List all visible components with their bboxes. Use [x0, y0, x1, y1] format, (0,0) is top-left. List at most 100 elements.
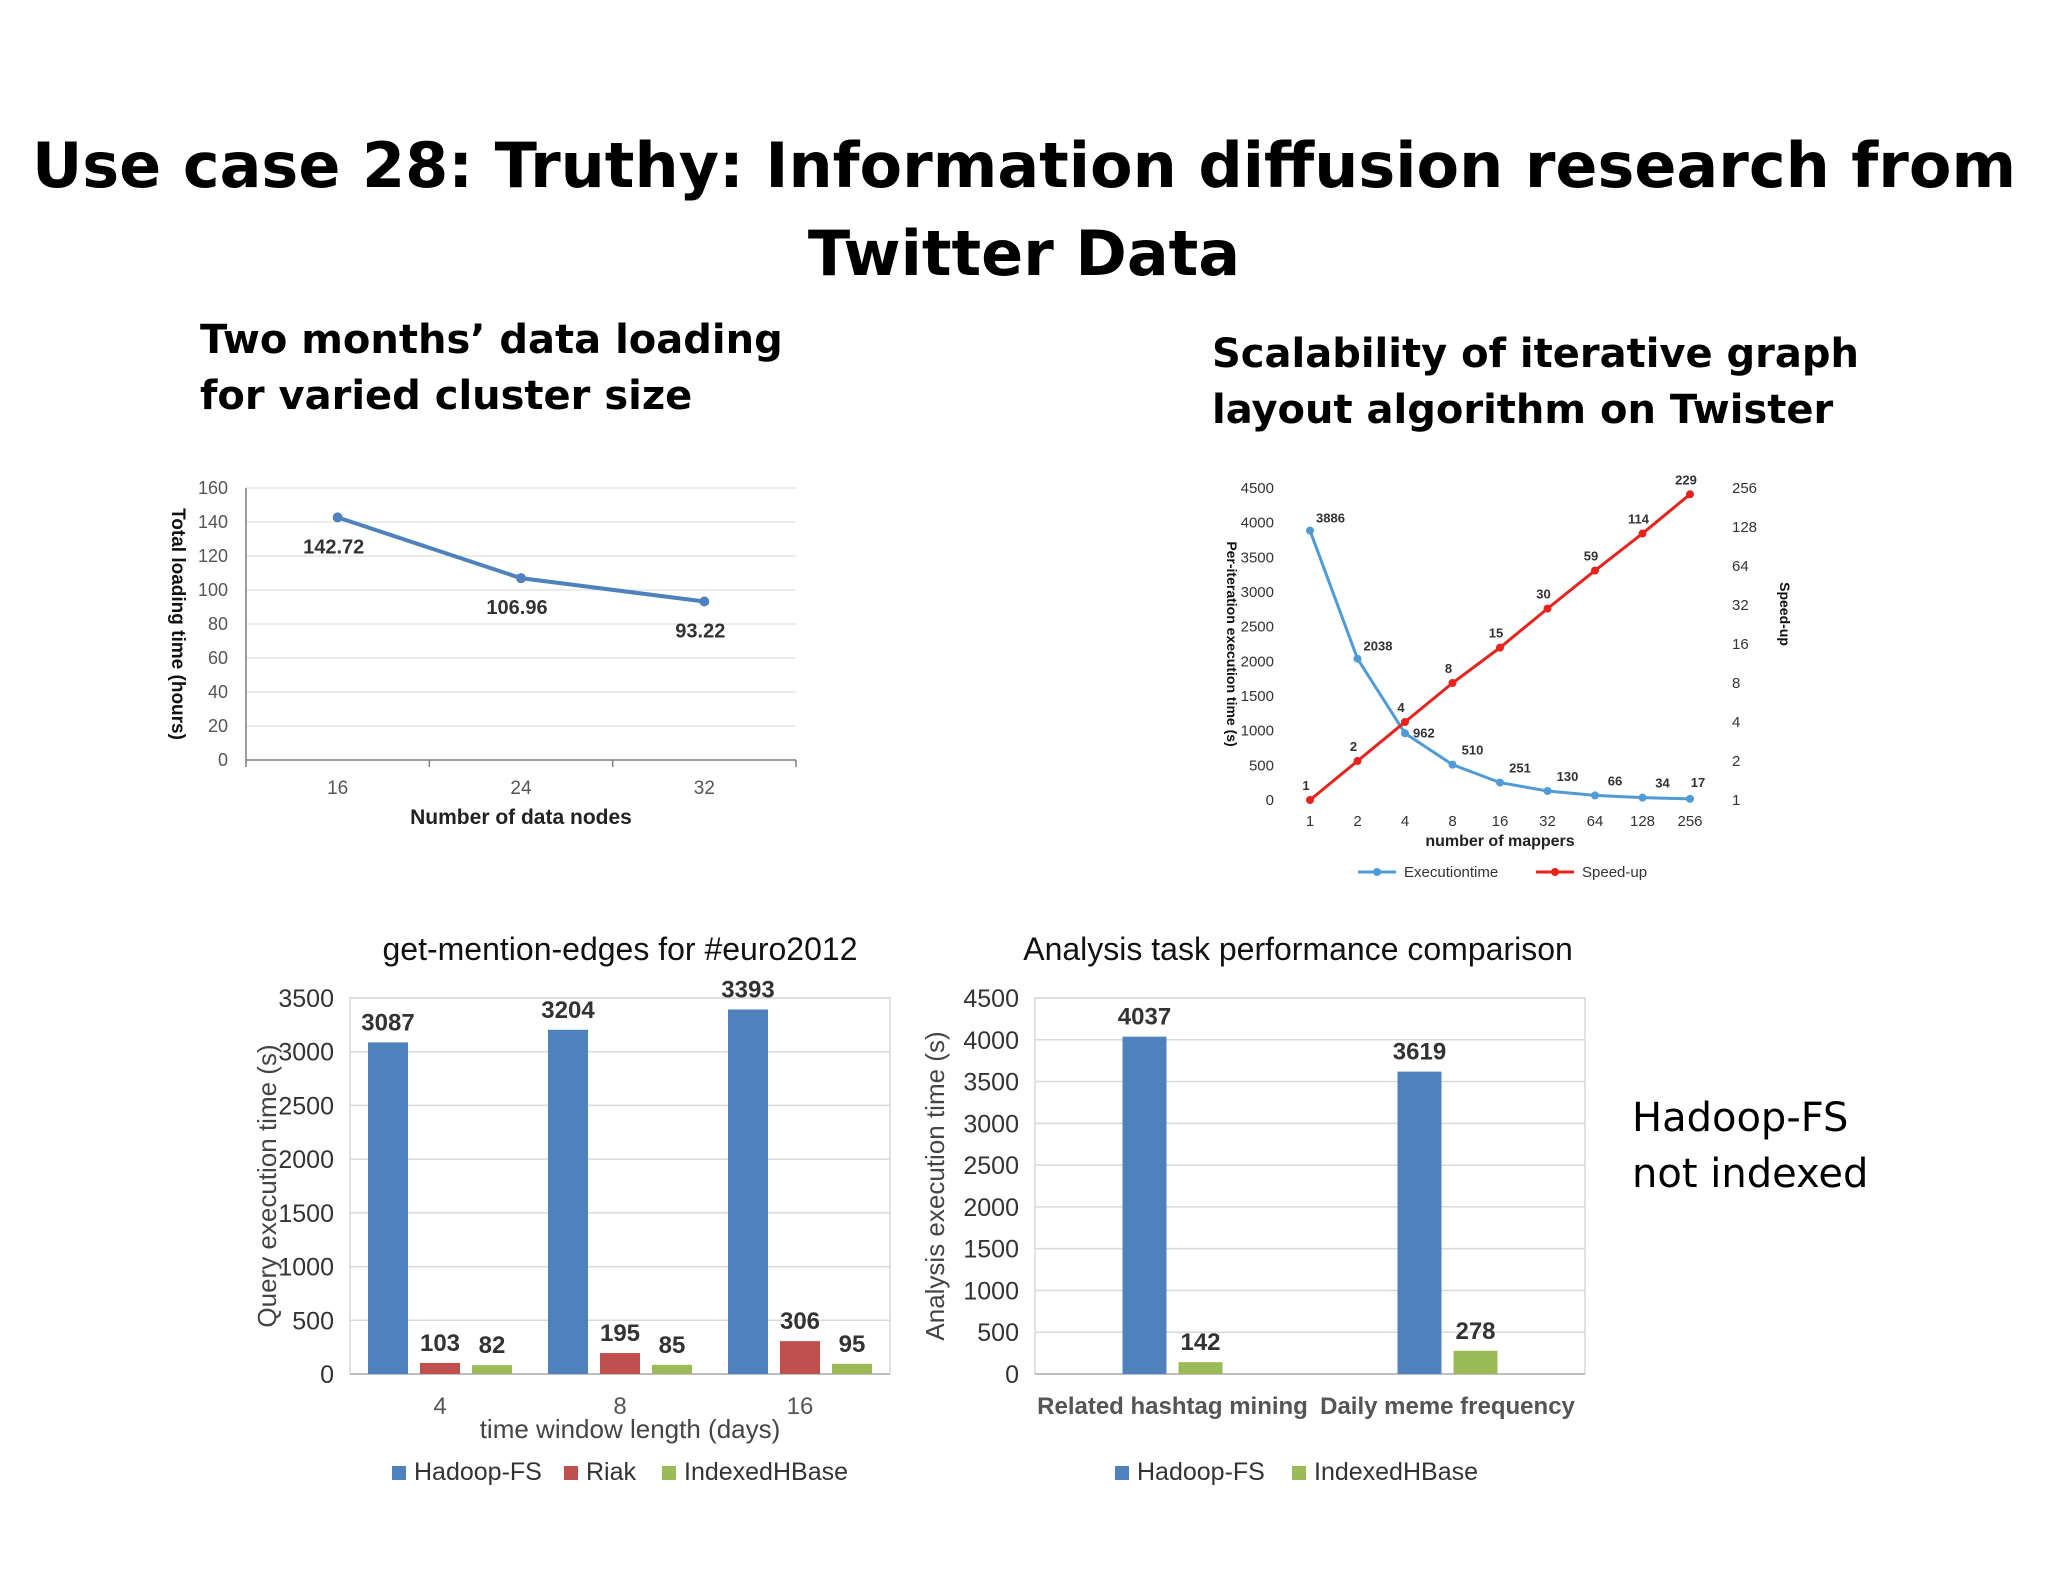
y-tick-label: 2500: [278, 1092, 334, 1120]
y-tick-label: 4500: [963, 985, 1019, 1013]
hadoop-note-line2: not indexed: [1632, 1151, 1869, 1197]
y-tick-label: 2000: [1241, 653, 1274, 670]
legend-swatch-hadoop-fs: [1115, 1466, 1129, 1480]
hadoop-note: Hadoop-FS not indexed: [1632, 1090, 1868, 1202]
bar-value-label: 3087: [361, 1009, 414, 1036]
y-tick-label: 1500: [963, 1236, 1019, 1264]
bar-value-label: 103: [420, 1330, 460, 1357]
bar-value-label: 195: [600, 1320, 640, 1347]
bar-indexedhbase: [832, 1363, 872, 1374]
bar-value-label: 82: [479, 1332, 506, 1359]
execution-time-point: [1401, 729, 1409, 738]
execution-time-point: [1686, 794, 1694, 803]
y-tick-label: 0: [1005, 1361, 1019, 1389]
y-tick-label: 3500: [963, 1069, 1019, 1097]
x-tick-label: 64: [1587, 813, 1604, 830]
legend-label-indexedhbase: IndexedHBase: [1314, 1458, 1478, 1486]
y-tick-label: 1500: [1241, 688, 1274, 705]
y-tick-label: 3500: [1241, 549, 1274, 566]
y2-tick-label: 8: [1732, 675, 1740, 692]
x-tick-label: Daily meme frequency: [1320, 1393, 1575, 1420]
speed-up-label: 15: [1489, 626, 1503, 641]
loading-time-chart: 0 20 40 60 80 100 120 140 160 16 24 32 142.72 106.96 9…: [167, 478, 797, 829]
bar-value-label: 95: [839, 1331, 866, 1358]
execution-time-label: 66: [1608, 773, 1622, 788]
chart-title: get-mention-edges for #euro2012: [383, 931, 858, 967]
execution-time-point: [1638, 793, 1647, 802]
legend-label-indexedhbase: IndexedHBase: [684, 1458, 848, 1486]
y-tick-label: 3000: [1241, 584, 1274, 601]
hadoop-note-line1: Hadoop-FS: [1632, 1095, 1849, 1141]
y2-tick-label: 64: [1732, 558, 1749, 575]
y-tick-label: 4500: [1241, 480, 1274, 497]
execution-time-label: 2038: [1364, 639, 1393, 654]
y2-axis-label: Speed-up: [1777, 582, 1793, 646]
y-tick-label: 2500: [963, 1152, 1019, 1180]
y-tick-label: 60: [208, 648, 228, 668]
bar-value-label: 85: [659, 1332, 686, 1359]
x-tick-label: 16: [787, 1393, 814, 1420]
y2-tick-label: 256: [1732, 480, 1757, 497]
execution-time-label: 34: [1655, 776, 1670, 791]
execution-time-label: 130: [1557, 769, 1579, 784]
y-tick-label: 500: [292, 1307, 334, 1335]
execution-time-point: [1496, 778, 1504, 787]
bar-indexedhbase: [652, 1364, 692, 1374]
slide-title-line1: Use case 28: Truthy: Information diffusi…: [31, 129, 2017, 202]
speed-up-label: 59: [1584, 549, 1598, 564]
y-tick-label: 1000: [1241, 723, 1274, 740]
x-tick-label: 24: [510, 778, 532, 799]
speed-up-label: 229: [1675, 472, 1697, 487]
bar-value-label: 3619: [1393, 1039, 1446, 1066]
y-tick-label: 120: [198, 546, 228, 566]
y-tick-label: 20: [208, 716, 228, 736]
y2-tick-label: 4: [1732, 714, 1740, 731]
subtitle-scalability-line1: Scalability of iterative graph: [1212, 331, 1860, 377]
x-tick-label: 2: [1353, 813, 1361, 830]
y-tick-label: 500: [977, 1319, 1019, 1347]
bar-indexedhbase: [472, 1365, 512, 1374]
execution-time-line: [1308, 530, 1691, 801]
y-tick-label: 1000: [278, 1254, 334, 1282]
y-axis-label: Analysis execution time (s): [920, 1031, 950, 1340]
y-tick-label: 4000: [1241, 515, 1274, 532]
speed-up-point: [1638, 529, 1647, 538]
speed-up-point: [1591, 566, 1599, 575]
legend-speed-up-label: Speed-up: [1582, 864, 1647, 881]
y2-tick-label: 32: [1732, 597, 1749, 614]
legend-label-hadoop-fs: Hadoop-FS: [1137, 1458, 1265, 1486]
speed-up-label: 1: [1302, 778, 1309, 793]
x-axis-label: time window length (days): [480, 1414, 781, 1444]
x-tick-label: 128: [1630, 813, 1655, 830]
bar-riak: [600, 1353, 640, 1374]
execution-time-point: [1448, 760, 1457, 769]
y-tick-label: 3500: [278, 985, 334, 1013]
bar-value-label: 3204: [541, 997, 595, 1024]
y-axis-label: Total loading time (hours): [167, 508, 188, 740]
speed-up-point: [1448, 679, 1457, 687]
speed-up-point: [1306, 796, 1314, 804]
speed-up-label: 114: [1628, 512, 1650, 527]
loading-time-line: [337, 515, 705, 604]
y-tick-label: 2000: [278, 1146, 334, 1174]
legend-swatch-hadoop-fs: [392, 1466, 406, 1480]
bar-value-label: 278: [1455, 1318, 1495, 1345]
y2-tick-label: 16: [1732, 636, 1749, 653]
data-point: [699, 596, 710, 607]
execution-time-point: [1591, 791, 1599, 800]
x-tick-label: Related hashtag mining: [1037, 1393, 1308, 1420]
subtitle-data-loading-line1: Two months’ data loading: [200, 317, 783, 363]
y-tick-label: 2500: [1241, 619, 1274, 636]
speed-up-label: 4: [1397, 700, 1405, 715]
analysis-performance-chart: Analysis task performance comparison 0 500…: [920, 931, 1586, 1486]
execution-time-label: 962: [1413, 725, 1435, 740]
mention-edges-chart: get-mention-edges for #euro2012 0 500 1000 1…: [252, 931, 891, 1486]
bar-value-label: 306: [780, 1308, 820, 1335]
bar-riak: [420, 1362, 460, 1374]
bar-hadoop-fs: [1397, 1071, 1442, 1374]
execution-time-label: 510: [1462, 743, 1484, 758]
execution-time-point: [1543, 786, 1552, 795]
subtitle-scalability-line2: layout algorithm on Twister: [1212, 387, 1834, 433]
bar-value-label: 3393: [721, 976, 774, 1003]
subtitle-data-loading: Two months’ data loading for varied clus…: [200, 312, 783, 424]
